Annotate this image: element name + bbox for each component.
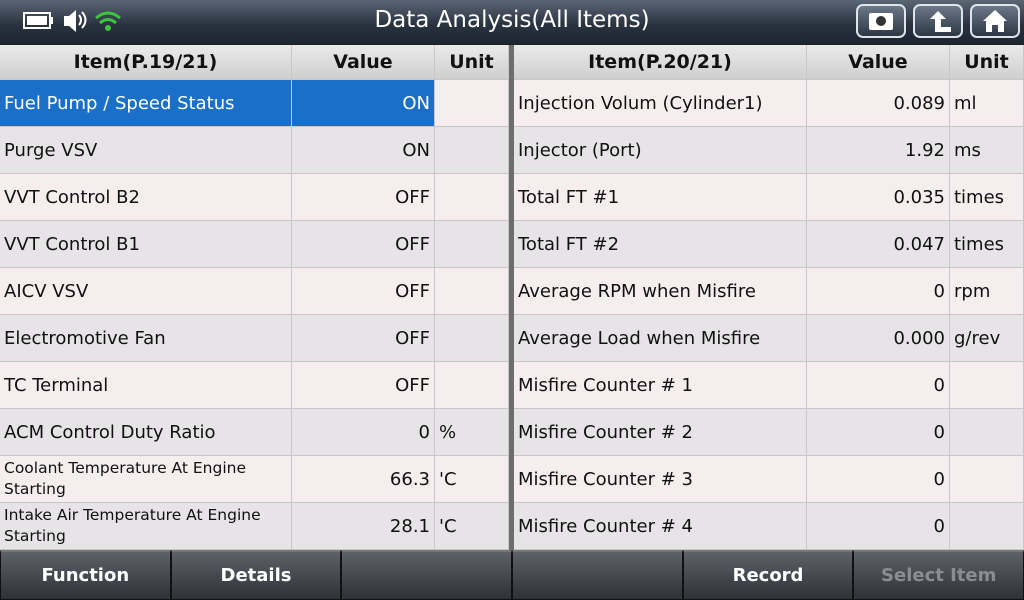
unit-cell[interactable]: ml xyxy=(950,80,1024,127)
item-cell[interactable]: Total FT #1 xyxy=(514,174,807,221)
home-button[interactable] xyxy=(970,4,1020,38)
value-cell[interactable]: 28.1 xyxy=(292,503,435,550)
screenshot-button[interactable] xyxy=(856,4,906,38)
function-button[interactable]: Function xyxy=(0,550,171,600)
unit-cell[interactable]: 'C xyxy=(435,503,509,550)
item-cell[interactable]: Fuel Pump / Speed Status xyxy=(0,80,292,127)
unit-cell[interactable] xyxy=(435,315,509,362)
unit-cell[interactable] xyxy=(435,174,509,221)
unit-cell[interactable]: rpm xyxy=(950,268,1024,315)
value-cell[interactable]: 0 xyxy=(292,409,435,456)
back-button[interactable] xyxy=(913,4,963,38)
value-cell[interactable]: 0 xyxy=(807,362,950,409)
item-cell[interactable]: VVT Control B2 xyxy=(0,174,292,221)
unit-cell[interactable]: 'C xyxy=(435,456,509,503)
unit-cell[interactable] xyxy=(950,456,1024,503)
item-cell[interactable]: Misfire Counter # 1 xyxy=(514,362,807,409)
blank-button xyxy=(341,550,513,600)
item-cell[interactable]: Misfire Counter # 3 xyxy=(514,456,807,503)
value-cell[interactable]: OFF xyxy=(292,315,435,362)
record-button[interactable]: Record xyxy=(682,550,854,600)
value-cell[interactable]: 0 xyxy=(807,268,950,315)
column-header: Value xyxy=(292,45,435,80)
data-table-left: Item(P.19/21) Value Unit Fuel Pump / Speed … xyxy=(0,45,509,550)
item-cell[interactable]: Total FT #2 xyxy=(514,221,807,268)
column-header: Value xyxy=(807,45,950,80)
column-header: Item(P.20/21) xyxy=(514,45,807,80)
column-header: Item(P.19/21) xyxy=(0,45,292,80)
blank-button xyxy=(512,550,683,600)
unit-cell[interactable]: times xyxy=(950,221,1024,268)
value-cell[interactable]: 1.92 xyxy=(807,127,950,174)
unit-cell[interactable] xyxy=(435,268,509,315)
value-cell[interactable]: ON xyxy=(292,127,435,174)
item-cell[interactable]: Electromotive Fan xyxy=(0,315,292,362)
item-cell[interactable]: Injection Volum (Cylinder1) xyxy=(514,80,807,127)
unit-cell[interactable] xyxy=(950,409,1024,456)
footer-bar: Function Details Record Select Item xyxy=(0,550,1024,600)
value-cell[interactable]: 0 xyxy=(807,503,950,550)
details-button[interactable]: Details xyxy=(170,550,342,600)
value-cell[interactable]: 0 xyxy=(807,456,950,503)
item-cell[interactable]: AICV VSV xyxy=(0,268,292,315)
value-cell[interactable]: 0.035 xyxy=(807,174,950,221)
value-cell[interactable]: 0 xyxy=(807,409,950,456)
unit-cell[interactable]: times xyxy=(950,174,1024,221)
title-bar: Data Analysis(All Items) xyxy=(0,0,1024,44)
separator xyxy=(509,45,514,550)
item-cell[interactable]: ACM Control Duty Ratio xyxy=(0,409,292,456)
value-cell[interactable]: 0.000 xyxy=(807,315,950,362)
item-cell[interactable]: Purge VSV xyxy=(0,127,292,174)
item-cell[interactable]: Misfire Counter # 2 xyxy=(514,409,807,456)
item-cell[interactable]: Intake Air Temperature At Engine Startin… xyxy=(0,503,292,550)
value-cell[interactable]: OFF xyxy=(292,268,435,315)
item-cell[interactable]: Average Load when Misfire xyxy=(514,315,807,362)
value-cell[interactable]: OFF xyxy=(292,362,435,409)
column-header: Unit xyxy=(950,45,1024,80)
item-cell[interactable]: TC Terminal xyxy=(0,362,292,409)
unit-cell[interactable] xyxy=(435,127,509,174)
unit-cell[interactable] xyxy=(435,362,509,409)
value-cell[interactable]: ON xyxy=(292,80,435,127)
unit-cell[interactable] xyxy=(950,362,1024,409)
column-header: Unit xyxy=(435,45,509,80)
unit-cell[interactable] xyxy=(950,503,1024,550)
value-cell[interactable]: OFF xyxy=(292,174,435,221)
value-cell[interactable]: 0.047 xyxy=(807,221,950,268)
item-cell[interactable]: VVT Control B1 xyxy=(0,221,292,268)
item-cell[interactable]: Misfire Counter # 4 xyxy=(514,503,807,550)
item-cell[interactable]: Coolant Temperature At Engine Starting xyxy=(0,456,292,503)
select-item-button: Select Item xyxy=(853,550,1024,600)
value-cell[interactable]: 0.089 xyxy=(807,80,950,127)
item-cell[interactable]: Average RPM when Misfire xyxy=(514,268,807,315)
item-cell[interactable]: Injector (Port) xyxy=(514,127,807,174)
value-cell[interactable]: 66.3 xyxy=(292,456,435,503)
data-table-right: Item(P.20/21) Value Unit Injection Volum (C… xyxy=(514,45,1024,550)
value-cell[interactable]: OFF xyxy=(292,221,435,268)
unit-cell[interactable]: ms xyxy=(950,127,1024,174)
unit-cell[interactable]: % xyxy=(435,409,509,456)
unit-cell[interactable] xyxy=(435,80,509,127)
status-icons xyxy=(23,10,121,32)
unit-cell[interactable]: g/rev xyxy=(950,315,1024,362)
title: Data Analysis(All Items) xyxy=(374,7,650,33)
unit-cell[interactable] xyxy=(435,221,509,268)
